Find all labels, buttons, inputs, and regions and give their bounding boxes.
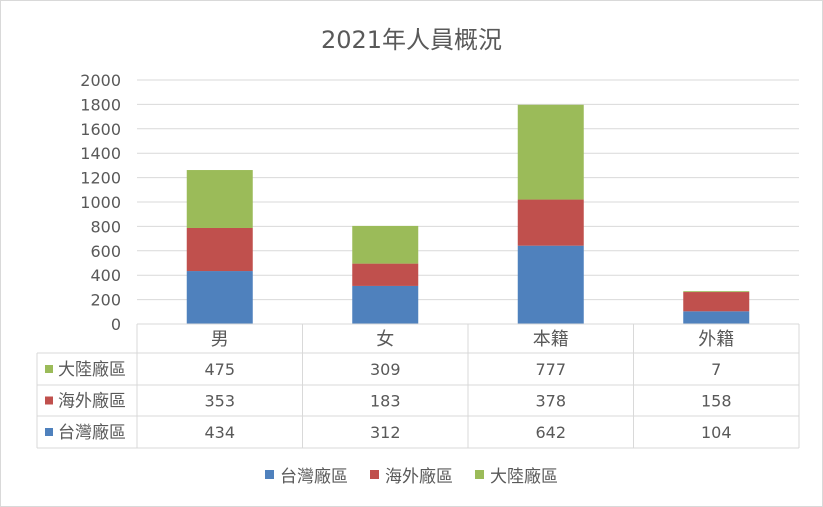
table-legend-key <box>45 428 53 436</box>
table-legend-key <box>45 396 53 405</box>
legend-label: 台灣廠區 <box>280 467 348 487</box>
bar-segment <box>517 104 584 200</box>
y-tick-label: 1200 <box>80 169 121 188</box>
data-label: 312 <box>370 423 401 442</box>
y-tick-label: 600 <box>90 242 121 261</box>
y-tick-label: 800 <box>90 217 121 236</box>
table-row-label: 台灣廠區 <box>58 422 126 443</box>
y-tick-label: 1000 <box>80 193 121 212</box>
legend-swatch <box>475 470 484 479</box>
chart-legend: 台灣廠區 海外廠區 大陸廠區 <box>0 462 823 487</box>
bar-segment <box>352 263 419 286</box>
y-tick-label: 2000 <box>80 71 121 90</box>
legend-swatch <box>370 470 379 479</box>
bar-segment <box>683 292 750 312</box>
bar-segment <box>517 245 584 324</box>
data-label: 777 <box>535 360 566 379</box>
bar-segment <box>186 170 253 228</box>
bar-segment <box>186 227 253 272</box>
table-legend-key <box>45 365 53 373</box>
data-label: 434 <box>204 423 235 442</box>
data-label: 642 <box>535 423 566 442</box>
legend-label: 海外廠區 <box>385 467 453 487</box>
data-label: 309 <box>370 360 401 379</box>
data-label: 104 <box>701 423 732 442</box>
y-tick-label: 1800 <box>80 95 121 114</box>
bar-segment <box>517 199 584 246</box>
legend-item: 台灣廠區 <box>265 462 348 487</box>
data-label: 7 <box>711 360 721 379</box>
bar-segment <box>683 311 750 324</box>
data-label: 183 <box>370 392 401 411</box>
chart-title: 2021年人員概況 <box>320 26 503 54</box>
legend-swatch <box>265 470 274 479</box>
y-tick-label: 1600 <box>80 120 121 139</box>
data-label: 378 <box>535 392 566 411</box>
legend-item: 海外廠區 <box>370 462 453 487</box>
y-tick-label: 400 <box>90 266 121 285</box>
y-tick-label: 1400 <box>80 144 121 163</box>
bar-segment <box>683 291 750 293</box>
bar-segment <box>186 271 253 324</box>
data-label: 475 <box>204 360 235 379</box>
legend-label: 大陸廠區 <box>490 467 558 487</box>
data-label: 158 <box>701 392 732 411</box>
x-tick-label: 外籍 <box>698 329 734 350</box>
x-tick-label: 男 <box>211 329 229 350</box>
y-tick-label: 0 <box>111 315 121 334</box>
table-row-label: 大陸廠區 <box>58 359 126 380</box>
table-row-label: 海外廠區 <box>58 391 126 412</box>
x-tick-label: 本籍 <box>533 329 569 350</box>
x-tick-label: 女 <box>376 329 394 350</box>
bar-segment <box>352 285 419 324</box>
legend-item: 大陸廠區 <box>475 462 558 487</box>
y-tick-label: 200 <box>90 291 121 310</box>
bar-segment <box>352 225 419 264</box>
data-label: 353 <box>204 392 235 411</box>
